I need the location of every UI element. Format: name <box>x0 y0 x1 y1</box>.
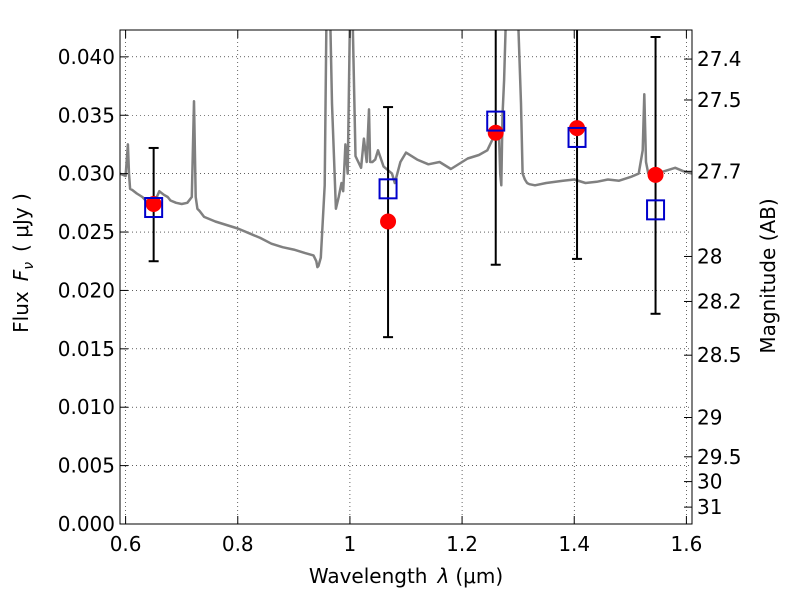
y2-axis-label: Magnitude (AB) <box>756 198 780 353</box>
plot-data <box>120 30 692 339</box>
ticks: 0.6 0.8 1 1.2 1.4 1.6 0.000 0.005 0.010 0.015 0.02… <box>58 30 742 556</box>
y2-tick-label: 28 <box>697 244 722 268</box>
y-tick-label: 0.020 <box>58 278 115 302</box>
model-point <box>646 199 666 221</box>
observed-point <box>380 213 397 230</box>
y-tick-label: 0.010 <box>58 395 115 419</box>
y2-tick-label: 28.2 <box>697 289 742 313</box>
model-point <box>567 126 587 148</box>
y2-tick-label: 29 <box>697 405 722 429</box>
y-tick-label: 0.015 <box>58 337 115 361</box>
y-tick-label: 0.035 <box>58 103 115 127</box>
y-tick-label: 0.025 <box>58 220 115 244</box>
y2-tick-label: 29.5 <box>697 445 742 469</box>
plot-frame <box>119 29 693 525</box>
observed-point <box>145 196 162 213</box>
y-tick-label: 0.040 <box>58 45 115 69</box>
y-tick-label: 0.000 <box>58 512 115 536</box>
grid <box>120 30 692 525</box>
y2-tick-label: 27.4 <box>697 47 742 71</box>
x-tick-label: 0.8 <box>222 532 254 556</box>
x-tick-label: 1.2 <box>446 532 478 556</box>
x-tick-label: 0.6 <box>110 532 142 556</box>
x-axis-label: Wavelength λ (μm) <box>309 564 503 588</box>
y2-tick-label: 27.5 <box>697 88 742 112</box>
spectrum-line <box>120 30 692 269</box>
x-tick-label: 1.4 <box>558 532 590 556</box>
x-tick-label: 1 <box>344 532 357 556</box>
y-axis-label: FluxFν( μJy ) <box>9 193 37 333</box>
clipped-series <box>120 30 692 339</box>
y2-tick-label: 30 <box>697 470 722 494</box>
model-point <box>486 110 506 132</box>
y-tick-label: 0.030 <box>58 162 115 186</box>
y-tick-label: 0.005 <box>58 454 115 478</box>
x-tick-label: 1.6 <box>670 532 702 556</box>
y2-tick-label: 31 <box>697 495 722 519</box>
model-point <box>144 197 164 219</box>
model-point <box>378 178 398 200</box>
observed-point <box>487 124 504 141</box>
observed-point <box>647 166 664 183</box>
y2-tick-label: 28.5 <box>697 343 742 367</box>
y2-tick-label: 27.7 <box>697 159 742 183</box>
